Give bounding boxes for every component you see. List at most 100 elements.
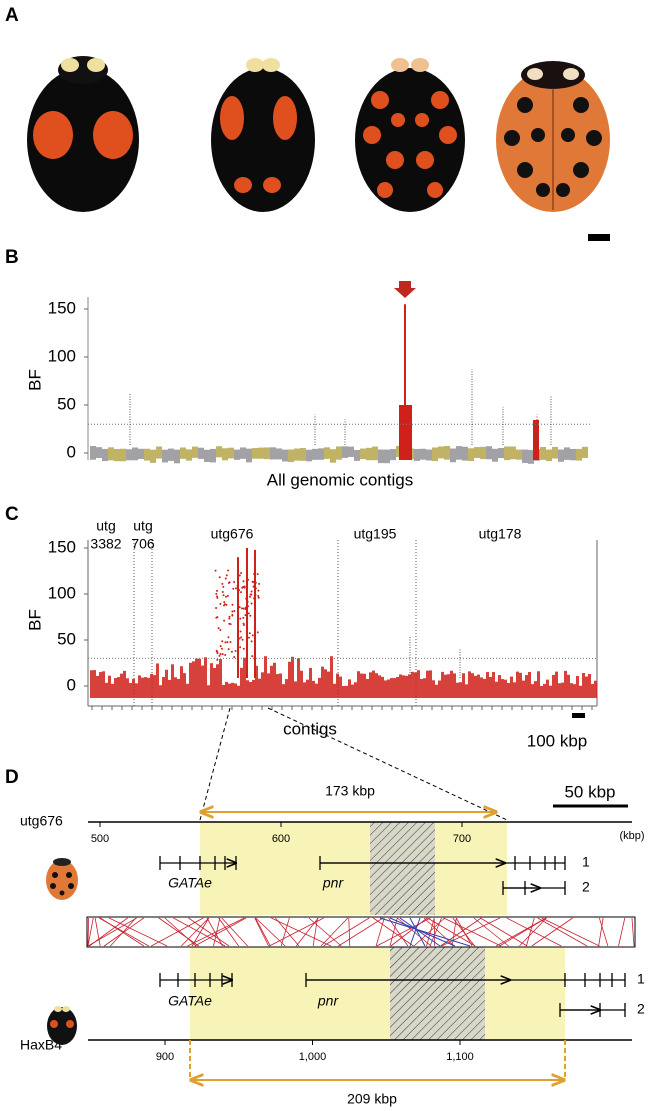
- noise: [477, 674, 480, 698]
- noise: [345, 685, 348, 698]
- gene-label: pnr: [317, 993, 340, 1009]
- noise: [186, 683, 189, 698]
- noise: [235, 587, 238, 590]
- noise: [215, 607, 218, 610]
- noise: [474, 447, 480, 458]
- contig-label: 3382: [90, 536, 121, 552]
- noise: [480, 446, 486, 460]
- noise: [221, 653, 224, 656]
- noise: [252, 448, 258, 459]
- noise: [360, 673, 363, 698]
- noise: [348, 679, 351, 698]
- y-tick-label: 0: [67, 675, 76, 694]
- noise: [273, 662, 276, 698]
- noise: [573, 684, 576, 698]
- noise: [238, 606, 241, 609]
- noise: [96, 447, 102, 458]
- noise: [242, 647, 245, 650]
- isoform-label: 1: [582, 854, 590, 870]
- synteny: [440, 917, 482, 947]
- noise: [126, 678, 129, 698]
- noise: [120, 448, 126, 462]
- noise: [228, 617, 231, 620]
- y-tick-label: 0: [67, 442, 76, 461]
- noise: [222, 604, 225, 607]
- noise: [564, 670, 567, 698]
- noise: [257, 589, 260, 592]
- synteny: [308, 917, 342, 947]
- noise: [258, 678, 261, 698]
- noise: [558, 449, 564, 462]
- contig-label: utg676: [211, 526, 254, 542]
- gene-label: pnr: [322, 875, 345, 891]
- synteny: [379, 917, 471, 947]
- scale-bar: [572, 713, 585, 718]
- noise: [384, 449, 390, 464]
- noise: [462, 673, 465, 698]
- noise: [216, 595, 219, 598]
- noise: [276, 674, 279, 698]
- noise: [246, 680, 249, 698]
- synteny: [388, 917, 409, 947]
- noise: [498, 675, 501, 698]
- noise: [120, 673, 123, 698]
- noise: [243, 585, 246, 588]
- panel-label: C: [5, 504, 19, 525]
- synteny: [206, 917, 223, 947]
- noise: [423, 678, 426, 698]
- axis-tick-label: 1,000: [299, 1051, 327, 1063]
- noise: [330, 449, 336, 463]
- noise: [318, 677, 321, 698]
- noise: [248, 632, 251, 635]
- noise: [90, 446, 96, 460]
- noise: [226, 641, 229, 644]
- noise: [221, 591, 224, 594]
- synteny: [631, 917, 635, 947]
- noise: [450, 448, 456, 463]
- noise: [564, 447, 570, 460]
- noise: [552, 446, 558, 459]
- synteny: [158, 917, 199, 947]
- synteny: [506, 917, 562, 947]
- noise: [366, 447, 372, 461]
- noise: [537, 671, 540, 698]
- noise: [285, 679, 288, 698]
- panel-label: D: [5, 767, 19, 788]
- noise: [192, 446, 198, 458]
- noise: [225, 574, 228, 577]
- hatched-region: [370, 822, 435, 915]
- noise: [528, 449, 534, 464]
- cluster: [533, 420, 539, 460]
- scale-label: 100 kbp: [527, 731, 588, 750]
- noise: [360, 448, 366, 460]
- noise: [528, 671, 531, 698]
- noise: [239, 630, 242, 633]
- noise: [546, 679, 549, 698]
- noise: [219, 628, 222, 631]
- noise: [126, 449, 132, 461]
- synteny: [255, 917, 286, 947]
- noise: [354, 449, 360, 461]
- noise: [402, 675, 405, 698]
- noise: [408, 674, 411, 698]
- noise: [238, 574, 241, 577]
- noise: [465, 684, 468, 698]
- noise: [222, 594, 225, 597]
- noise: [129, 683, 132, 698]
- synteny: [280, 917, 290, 947]
- noise: [369, 672, 372, 698]
- noise: [585, 676, 588, 698]
- noise: [288, 661, 291, 698]
- noise: [363, 673, 366, 698]
- noise: [450, 670, 453, 698]
- noise: [222, 448, 228, 461]
- noise: [525, 675, 528, 698]
- synteny: [499, 917, 547, 947]
- noise: [588, 673, 591, 698]
- noise: [432, 447, 438, 462]
- noise: [486, 672, 489, 698]
- noise: [227, 569, 230, 572]
- noise: [96, 675, 99, 698]
- y-tick-label: 150: [48, 298, 76, 317]
- noise: [516, 449, 522, 460]
